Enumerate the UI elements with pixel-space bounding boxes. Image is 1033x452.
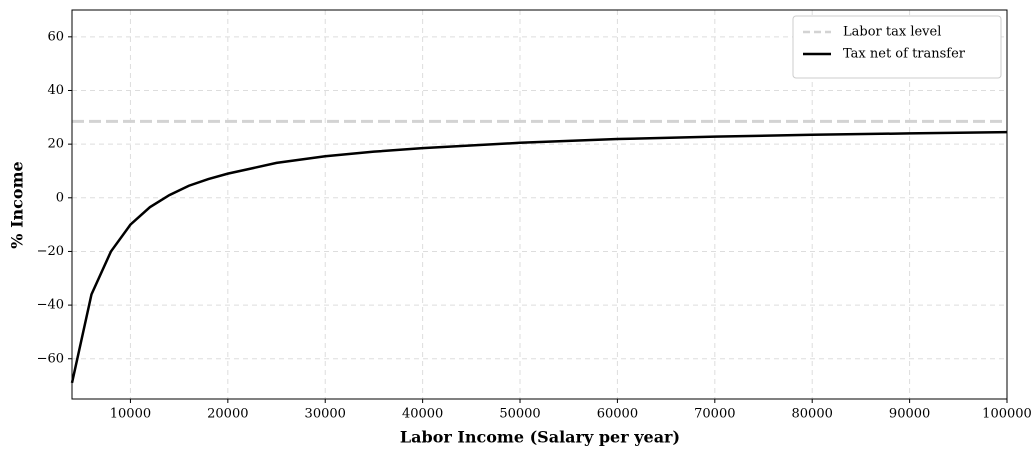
plot-frame (71, 9, 1008, 400)
y-tick-label: 60 (47, 29, 64, 44)
legend-box (792, 15, 1002, 79)
y-tick-label: −60 (37, 351, 64, 366)
x-axis-title: Labor Income (Salary per year) (400, 428, 680, 447)
y-tick-label: 20 (47, 137, 64, 152)
x-tick-label: 10000 (110, 407, 151, 422)
x-tick-label: 80000 (792, 407, 833, 422)
x-tick-label: 100000 (982, 407, 1032, 422)
x-tick-label: 90000 (889, 407, 930, 422)
x-tick-label: 60000 (597, 407, 638, 422)
y-tick-label: −40 (37, 298, 64, 313)
legend-label: Labor tax level (843, 25, 941, 40)
x-tick-label: 50000 (499, 407, 540, 422)
y-tick-label: 40 (47, 83, 64, 98)
y-tick-label: −20 (37, 244, 64, 259)
x-tick-label: 20000 (207, 407, 248, 422)
y-axis-title: % Income (8, 161, 27, 248)
x-tick-label: 70000 (694, 407, 735, 422)
series-line (70, 130, 1008, 384)
x-tick-label: 40000 (402, 407, 443, 422)
x-tick-label: 30000 (305, 407, 346, 422)
y-tick-label: 0 (56, 190, 64, 205)
legend-label: Tax net of transfer (843, 47, 966, 62)
